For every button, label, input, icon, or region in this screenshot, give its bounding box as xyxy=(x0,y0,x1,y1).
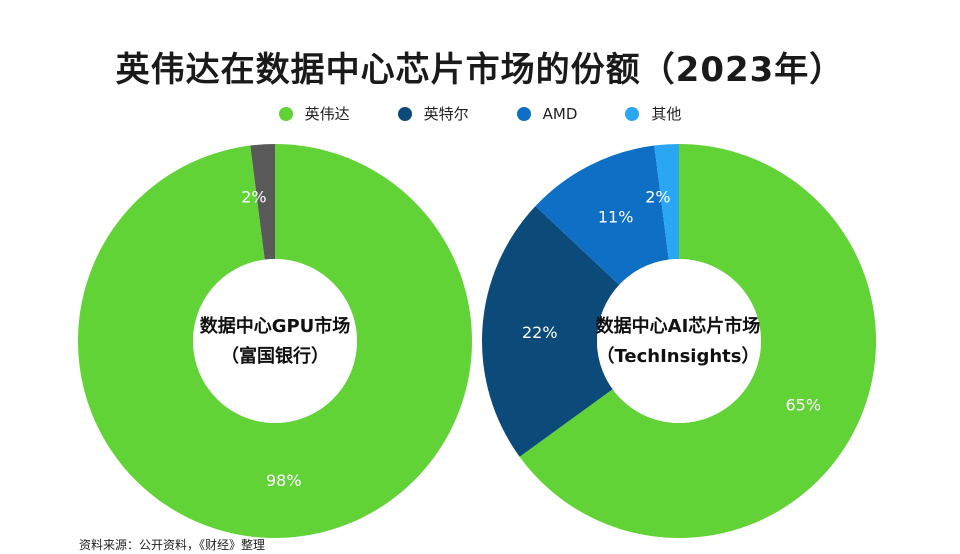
legend: 英伟达 英特尔 AMD 其他 xyxy=(0,103,960,124)
ai-market-subtitle: （TechInsights） xyxy=(596,346,760,367)
gpu-market-label-1: 2% xyxy=(241,187,266,206)
gpu-market-center-label: 数据中心GPU市场 （富国银行） xyxy=(170,312,380,372)
legend-item-amd: AMD xyxy=(516,103,578,124)
ai-market-slice-1 xyxy=(482,206,620,457)
ai-market-label-0: 65% xyxy=(786,395,822,414)
legend-label-amd: AMD xyxy=(542,104,578,123)
legend-label-nvidia: 英伟达 xyxy=(304,105,350,123)
ai-market-center-label: 数据中心AI芯片市场 （TechInsights） xyxy=(573,312,783,372)
ai-market-label-3: 2% xyxy=(645,187,670,206)
gpu-market-subtitle: （富国银行） xyxy=(221,346,329,367)
legend-swatch-amd xyxy=(516,106,531,121)
ai-market-label-1: 22% xyxy=(522,323,558,342)
source-note: 资料来源：公开资料，《财经》整理 xyxy=(79,538,266,552)
ai-market-slice-3 xyxy=(654,144,679,260)
ai-market-hole xyxy=(597,259,761,423)
ai-market-slice-0 xyxy=(519,144,876,538)
ai-market-label-2: 11% xyxy=(598,208,634,227)
legend-item-others: 其他 xyxy=(625,103,681,124)
gpu-market-slice-0 xyxy=(78,144,473,538)
gpu-market-hole xyxy=(193,259,357,423)
legend-label-intel: 英特尔 xyxy=(423,105,469,123)
legend-label-others: 其他 xyxy=(651,105,682,123)
chart-title: 英伟达在数据中心芯片市场的份额（2023年） xyxy=(115,50,845,90)
ai-market-slice-2 xyxy=(535,145,669,285)
gpu-market-label-0: 98% xyxy=(266,471,302,490)
legend-item-nvidia: 英伟达 xyxy=(278,103,350,124)
legend-swatch-intel xyxy=(397,106,412,121)
legend-swatch-others xyxy=(625,106,640,121)
gpu-market-slice-1 xyxy=(250,144,275,260)
gpu-market-title: 数据中心GPU市场 xyxy=(199,316,351,337)
legend-swatch-nvidia xyxy=(278,106,293,121)
legend-item-intel: 英特尔 xyxy=(397,103,469,124)
ai-market-title: 数据中心AI芯片市场 xyxy=(595,316,761,337)
